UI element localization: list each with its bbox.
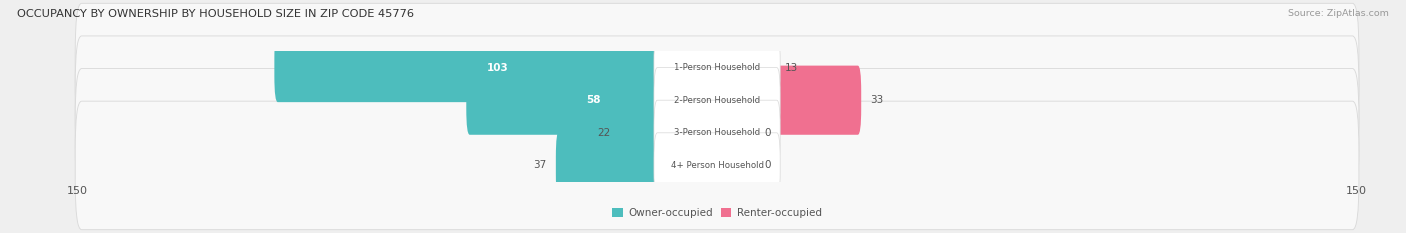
Text: 4+ Person Household: 4+ Person Household [671,161,763,170]
Text: 37: 37 [533,161,547,170]
FancyBboxPatch shape [714,98,755,167]
FancyBboxPatch shape [467,66,720,135]
Legend: Owner-occupied, Renter-occupied: Owner-occupied, Renter-occupied [609,204,825,222]
Text: 0: 0 [763,128,770,138]
FancyBboxPatch shape [75,36,1360,164]
FancyBboxPatch shape [620,98,720,167]
FancyBboxPatch shape [274,33,720,102]
FancyBboxPatch shape [75,101,1360,230]
Text: 58: 58 [586,95,600,105]
FancyBboxPatch shape [654,35,780,100]
FancyBboxPatch shape [714,33,776,102]
Text: 22: 22 [598,128,610,138]
FancyBboxPatch shape [75,69,1360,197]
FancyBboxPatch shape [654,68,780,133]
FancyBboxPatch shape [75,3,1360,132]
Text: 13: 13 [786,63,799,72]
Text: 0: 0 [763,161,770,170]
Text: 1-Person Household: 1-Person Household [673,63,761,72]
Text: 33: 33 [870,95,884,105]
FancyBboxPatch shape [555,131,720,200]
Text: 103: 103 [486,63,509,72]
Text: 2-Person Household: 2-Person Household [673,96,761,105]
FancyBboxPatch shape [714,66,862,135]
FancyBboxPatch shape [714,131,755,200]
Text: 3-Person Household: 3-Person Household [673,128,761,137]
FancyBboxPatch shape [654,100,780,165]
Text: OCCUPANCY BY OWNERSHIP BY HOUSEHOLD SIZE IN ZIP CODE 45776: OCCUPANCY BY OWNERSHIP BY HOUSEHOLD SIZE… [17,9,413,19]
FancyBboxPatch shape [654,133,780,198]
Text: Source: ZipAtlas.com: Source: ZipAtlas.com [1288,9,1389,18]
